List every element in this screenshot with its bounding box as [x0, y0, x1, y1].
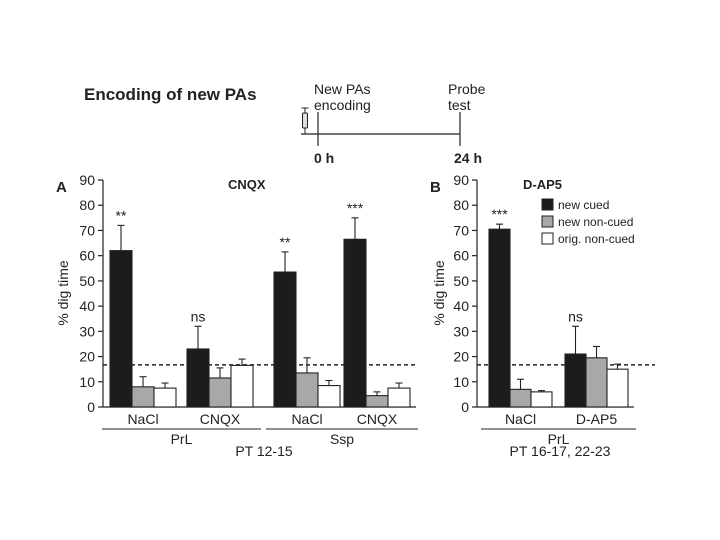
panel-a-category-label: NaCl — [127, 411, 158, 427]
panel-b-y-tick-label: 30 — [453, 323, 469, 339]
panel-a-title: CNQX — [228, 177, 266, 192]
legend-swatch — [541, 232, 554, 245]
panel-a-letter: A — [56, 179, 67, 196]
panel-a-y-tick-label: 0 — [87, 399, 95, 415]
panel-a-significance-label: ** — [280, 234, 291, 250]
timeline-time-24h: 24 h — [454, 150, 482, 166]
panel-a-y-tick-label: 80 — [79, 197, 95, 213]
panel-a-category-label: NaCl — [291, 411, 322, 427]
panel-a-bar — [186, 348, 210, 408]
panel-a-bar — [295, 372, 319, 408]
panel-a-bar — [365, 395, 389, 408]
panel-a-y-tick-label: 90 — [79, 172, 95, 188]
panel-b-bar — [564, 353, 587, 408]
panel-b-ylabel: % dig time — [431, 260, 447, 326]
panel-a-y-tick-label: 60 — [79, 248, 95, 264]
panel-b-significance-label: *** — [491, 206, 508, 222]
panel-b-significance-label: ns — [568, 308, 583, 324]
panel-a-category-label: CNQX — [357, 411, 398, 427]
panel-b-bar — [606, 368, 629, 408]
panel-a: A CNQX % dig time 0 10 20 30 40 50 60 70 80 90 ** N… — [55, 172, 418, 459]
panel-a-bar — [153, 387, 177, 408]
panel-a-bar — [208, 377, 232, 408]
panel-a-y-tick-label: 50 — [79, 273, 95, 289]
panel-b-y-tick-label: 20 — [453, 349, 469, 365]
panel-b-bar — [509, 388, 532, 408]
timeline-event-encoding: New PAs — [314, 81, 371, 97]
panel-b-y-tick-label: 70 — [453, 222, 469, 238]
panel-b-bar — [530, 391, 553, 408]
panel-b-y-tick-label: 90 — [453, 172, 469, 188]
panel-a-category-label: CNQX — [200, 411, 241, 427]
panel-b-group-label: PrL — [548, 431, 570, 447]
panel-b-y-tick-label: 0 — [461, 399, 469, 415]
panel-a-bar — [230, 364, 254, 408]
panel-b-y-tick-label: 40 — [453, 298, 469, 314]
panel-a-footer: PT 12-15 — [235, 443, 293, 459]
legend: new cued new non-cued orig. non-cued — [541, 198, 635, 246]
panel-a-significance-label: ns — [191, 308, 206, 324]
panel-b-title: D-AP5 — [523, 177, 562, 192]
panel-a-significance-label: ** — [116, 207, 127, 223]
panel-a-significance-label: *** — [347, 200, 364, 216]
panel-b-category-label: NaCl — [505, 411, 536, 427]
timeline-event-encoding-line2: encoding — [314, 97, 371, 113]
panel-a-bar — [387, 387, 411, 408]
panel-b-plot: 0 10 20 30 40 50 60 70 80 90 *** NaCl ns D-AP5 PrL — [453, 172, 655, 447]
panel-b-bar — [488, 228, 511, 408]
panel-a-y-tick-label: 40 — [79, 298, 95, 314]
panel-a-bar — [273, 271, 297, 408]
legend-label: new non-cued — [558, 215, 633, 229]
legend-label: new cued — [558, 198, 609, 212]
panel-b: B D-AP5 % dig time 0 10 20 30 40 50 60 70 80 90 **… — [430, 172, 655, 459]
panel-b-y-tick-label: 60 — [453, 248, 469, 264]
panel-b-y-tick-label: 10 — [453, 374, 469, 390]
syringe-icon — [301, 107, 309, 134]
panel-a-plot: 0 10 20 30 40 50 60 70 80 90 ** NaCl ns CNQX ** NaCl ***… — [79, 172, 418, 447]
panel-a-bar — [343, 238, 367, 408]
panel-a-ylabel: % dig time — [55, 260, 71, 326]
panel-a-y-tick-label: 10 — [79, 374, 95, 390]
legend-label: orig. non-cued — [558, 232, 635, 246]
panel-a-bar — [109, 250, 133, 408]
panel-a-bar — [317, 385, 341, 408]
panel-b-footer: PT 16-17, 22-23 — [510, 443, 611, 459]
timeline-event-probe: Probe — [448, 81, 486, 97]
legend-swatch — [541, 215, 554, 228]
panel-b-y-tick-label: 80 — [453, 197, 469, 213]
figure-title: Encoding of new PAs — [84, 85, 257, 104]
timeline: New PAs encoding Probe test 0 h 24 h — [301, 81, 486, 166]
panel-a-y-tick-label: 30 — [79, 323, 95, 339]
panel-b-bar — [585, 357, 608, 408]
timeline-time-0h: 0 h — [314, 150, 334, 166]
panel-a-y-tick-label: 70 — [79, 222, 95, 238]
panel-b-letter: B — [430, 179, 441, 196]
panel-b-y-tick-label: 50 — [453, 273, 469, 289]
panel-a-group-label: Ssp — [330, 431, 354, 447]
timeline-event-probe-line2: test — [448, 97, 471, 113]
panel-a-y-tick-label: 20 — [79, 349, 95, 365]
panel-a-group-label: PrL — [171, 431, 193, 447]
legend-swatch — [541, 198, 554, 211]
panel-b-category-label: D-AP5 — [576, 411, 617, 427]
panel-a-bar — [131, 386, 155, 408]
